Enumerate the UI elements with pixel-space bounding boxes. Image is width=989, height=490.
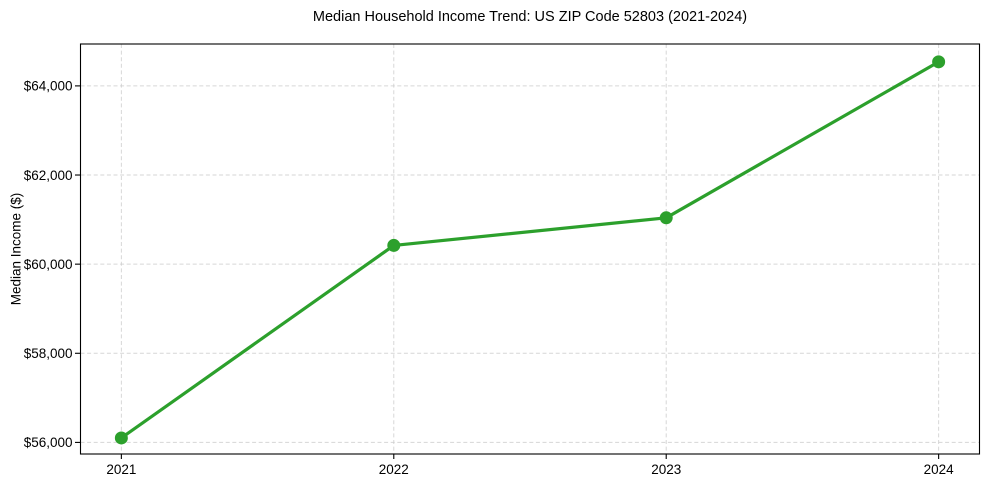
chart-title: Median Household Income Trend: US ZIP Co… (313, 9, 747, 25)
y-tick-label-64000: $64,000 (24, 79, 73, 94)
y-tick-label-62000: $62,000 (24, 168, 73, 183)
series-line-median-household-income (119, 60, 941, 440)
x-tick-label-2021: 2021 (106, 462, 136, 477)
x-tick-label-2022: 2022 (379, 462, 409, 477)
x-tick-label-2024: 2024 (924, 462, 955, 477)
x-tick-label-2023: 2023 (651, 462, 681, 477)
income-series-layer (114, 55, 946, 445)
y-tick-label-58000: $58,000 (24, 346, 73, 361)
grid-layer (80, 44, 980, 454)
data-point-2022 (387, 238, 401, 252)
plot-border (79, 43, 981, 455)
data-point-2021 (114, 431, 128, 445)
data-point-2024 (932, 55, 946, 69)
y-tick-label-60000: $60,000 (24, 257, 73, 272)
y-axis-label: Median Income ($) (9, 193, 24, 306)
axes-layer: 2021 2022 2023 2024 $56,000 $58,000 $60,000 $62… (24, 43, 981, 477)
data-point-2023 (659, 211, 673, 225)
y-tick-label-56000: $56,000 (24, 435, 73, 450)
